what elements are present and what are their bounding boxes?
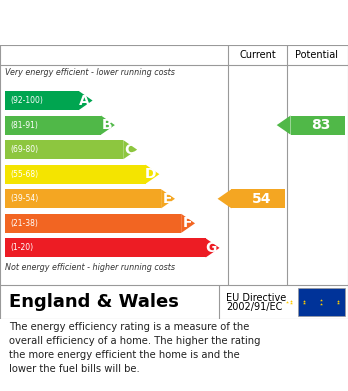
Bar [231, 189, 285, 208]
Bar [5, 189, 161, 208]
Polygon shape [181, 214, 195, 233]
Polygon shape [218, 189, 231, 208]
Polygon shape [79, 91, 93, 110]
Text: (69-80): (69-80) [10, 145, 39, 154]
Text: Potential: Potential [295, 50, 338, 60]
Text: E: E [163, 192, 172, 206]
Text: (92-100): (92-100) [10, 96, 43, 105]
Text: (21-38): (21-38) [10, 219, 38, 228]
Text: Energy Efficiency Rating: Energy Efficiency Rating [9, 15, 219, 30]
Text: Current: Current [239, 50, 276, 60]
Text: C: C [124, 143, 134, 157]
Text: The energy efficiency rating is a measure of the
overall efficiency of a home. T: The energy efficiency rating is a measur… [9, 322, 260, 374]
Polygon shape [161, 189, 175, 208]
Polygon shape [123, 140, 137, 159]
Bar [5, 91, 79, 110]
Bar [5, 165, 145, 184]
Text: England & Wales: England & Wales [9, 293, 179, 311]
Bar [291, 115, 345, 135]
Text: 54: 54 [251, 192, 271, 206]
Polygon shape [101, 115, 115, 135]
Text: D: D [145, 167, 157, 181]
Text: (39-54): (39-54) [10, 194, 39, 203]
Text: F: F [183, 216, 192, 230]
Text: EU Directive: EU Directive [226, 293, 286, 303]
Text: (55-68): (55-68) [10, 170, 39, 179]
Text: Very energy efficient - lower running costs: Very energy efficient - lower running co… [5, 68, 175, 77]
Bar [5, 140, 123, 159]
Bar [5, 115, 101, 135]
Text: (81-91): (81-91) [10, 120, 38, 129]
Bar [5, 239, 206, 258]
Text: A: A [79, 93, 90, 108]
Polygon shape [277, 115, 291, 135]
Bar [298, 288, 345, 316]
Text: 83: 83 [311, 118, 330, 132]
Text: (1-20): (1-20) [10, 244, 33, 253]
Text: B: B [102, 118, 112, 132]
Bar [5, 214, 181, 233]
Text: 2002/91/EC: 2002/91/EC [226, 302, 283, 312]
Polygon shape [145, 165, 159, 184]
Text: Not energy efficient - higher running costs: Not energy efficient - higher running co… [5, 263, 175, 272]
Polygon shape [206, 239, 220, 258]
Text: G: G [205, 241, 217, 255]
